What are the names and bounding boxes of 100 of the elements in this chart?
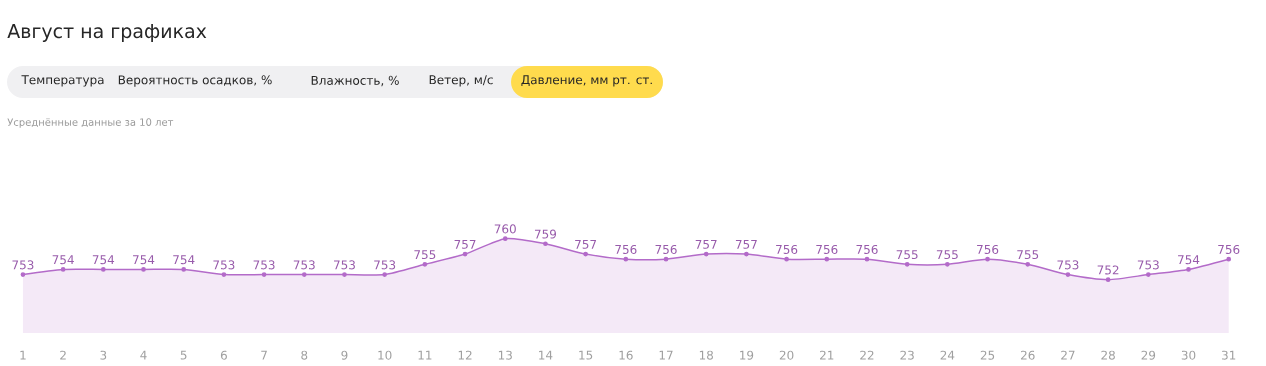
- point: [1145, 272, 1151, 277]
- point: [1105, 277, 1111, 283]
- point: [301, 272, 307, 277]
- point: [261, 272, 267, 277]
- point: [543, 241, 548, 247]
- x-tick-label: 13: [498, 350, 512, 360]
- point: [583, 251, 588, 257]
- x-tick-label: 14: [539, 350, 553, 360]
- x-tick-label: 15: [579, 350, 593, 360]
- point: [744, 251, 749, 257]
- point: [1186, 267, 1191, 272]
- chart-title: Август на графиках: [7, 24, 207, 42]
- data-label: 754: [173, 255, 195, 265]
- x-tick-label: 3: [100, 350, 107, 360]
- data-label: 754: [92, 255, 115, 265]
- data-label: 753: [1137, 260, 1159, 270]
- point: [462, 251, 468, 257]
- x-tick-label: 2: [60, 350, 66, 360]
- point: [1226, 256, 1232, 262]
- text: Влажность, %: [311, 75, 399, 87]
- data-label: 753: [293, 260, 315, 270]
- x-tick-label: 11: [418, 350, 432, 360]
- point: [904, 261, 910, 267]
- point: [623, 256, 629, 262]
- x-tick-label: 28: [1101, 350, 1115, 360]
- point: [181, 267, 187, 272]
- data-label: 756: [655, 244, 677, 254]
- x-tick-label: 24: [940, 350, 955, 360]
- x-tick-label: 18: [699, 350, 713, 360]
- data-label: 759: [534, 229, 557, 239]
- x-tick-label: 1: [20, 350, 26, 360]
- data-label: 756: [816, 244, 838, 254]
- point: [141, 267, 146, 272]
- data-label: 753: [374, 260, 396, 270]
- x-tick-label: 26: [1020, 350, 1035, 360]
- x-tick-label: 12: [458, 350, 472, 360]
- x-tick-label: 23: [900, 350, 914, 360]
- point: [824, 256, 830, 262]
- x-tick-label: 5: [180, 350, 187, 360]
- x-tick-label: 20: [779, 350, 794, 360]
- data-label: 757: [454, 239, 476, 249]
- x-tick-label: 30: [1181, 350, 1196, 360]
- x-tick-label: 19: [740, 350, 754, 360]
- point: [784, 256, 789, 262]
- x-tick-label: 31: [1221, 350, 1236, 360]
- data-label: 756: [977, 244, 999, 254]
- x-tick-label: 21: [820, 350, 834, 360]
- data-label: 755: [1017, 250, 1039, 260]
- x-tick-label: 4: [140, 350, 147, 360]
- data-label: 756: [856, 244, 878, 254]
- x-tick-label: 8: [301, 350, 308, 360]
- x-tick-label: 10: [378, 350, 392, 360]
- data-label: 757: [695, 239, 717, 249]
- data-label: 756: [615, 244, 637, 254]
- text: Ветер, м/с: [429, 75, 493, 87]
- data-label: 755: [936, 250, 958, 260]
- point: [945, 261, 950, 267]
- data-label: 757: [575, 239, 597, 249]
- data-label: 753: [1057, 260, 1079, 270]
- data-label: 757: [735, 239, 757, 249]
- x-tick-label: 17: [659, 350, 673, 360]
- point: [422, 261, 428, 267]
- point: [100, 267, 106, 272]
- data-label: 753: [213, 260, 235, 270]
- data-label: 753: [12, 260, 34, 270]
- data-label: 756: [1218, 244, 1240, 254]
- x-tick-label: 16: [619, 350, 633, 360]
- data-label: 755: [414, 250, 436, 260]
- point: [985, 256, 990, 262]
- x-tick-label: 7: [261, 350, 267, 360]
- text: Давление, мм рт. ст.: [521, 75, 652, 87]
- x-tick-label: 9: [341, 350, 348, 360]
- point: [1025, 261, 1031, 267]
- point: [20, 272, 26, 277]
- data-label: 755: [896, 250, 918, 260]
- x-tick-label: 29: [1141, 350, 1156, 360]
- data-label: 760: [494, 224, 516, 234]
- point: [382, 272, 388, 277]
- x-tick-label: 27: [1061, 350, 1075, 360]
- point: [703, 251, 709, 257]
- point: [60, 267, 66, 272]
- point: [1065, 272, 1071, 277]
- point: [663, 256, 669, 262]
- text: Вероятность осадков, %: [118, 75, 272, 87]
- x-tick-label: 6: [220, 350, 227, 360]
- data-label: 752: [1097, 265, 1119, 275]
- x-tick-label: 22: [860, 350, 874, 360]
- data-label: 753: [334, 260, 355, 270]
- data-label: 754: [133, 255, 155, 265]
- chart-subtitle: Усреднённые данные за 10 лет: [7, 118, 174, 128]
- data-label: 756: [776, 244, 798, 254]
- data-label: 753: [253, 260, 275, 270]
- data-label: 754: [52, 255, 74, 265]
- point: [502, 236, 508, 241]
- point: [342, 272, 347, 277]
- data-label: 754: [1178, 255, 1200, 265]
- text: Температура: [21, 75, 104, 87]
- x-tick-label: 25: [980, 350, 995, 360]
- point: [221, 272, 227, 277]
- point: [864, 256, 870, 262]
